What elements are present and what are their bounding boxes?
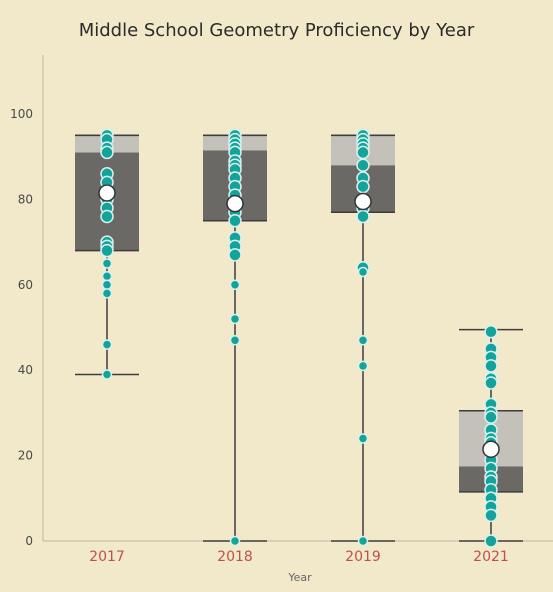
data-point (100, 209, 114, 224)
data-point (101, 339, 113, 350)
data-point (229, 279, 241, 291)
box-2021 (459, 325, 523, 548)
y-tick-label: 20 (18, 449, 33, 463)
data-point (100, 243, 114, 258)
data-point (101, 271, 113, 282)
data-point (101, 369, 113, 380)
data-point (357, 335, 369, 346)
data-point (484, 359, 498, 373)
y-axis-ticks: 0 20 40 60 80 100 (10, 107, 33, 548)
data-point (101, 288, 113, 299)
data-point (357, 360, 369, 372)
y-tick-label: 60 (18, 278, 33, 292)
data-point (357, 535, 369, 547)
mean-marker (354, 192, 372, 211)
data-point (484, 376, 498, 390)
box-2019 (331, 128, 395, 547)
data-point (357, 266, 369, 278)
data-point (356, 145, 370, 160)
data-point (484, 410, 498, 424)
data-point (101, 258, 113, 269)
y-tick-label: 100 (10, 107, 33, 121)
x-tick-label: 2017 (89, 549, 125, 565)
mean-marker (98, 184, 116, 202)
box-2017 (75, 128, 139, 380)
x-axis-ticks: 2017 2018 2019 2021 (89, 549, 509, 565)
x-tick-label: 2019 (345, 549, 381, 565)
data-point (229, 335, 241, 346)
data-point (356, 158, 370, 172)
data-point (484, 508, 498, 523)
y-tick-label: 40 (18, 363, 33, 377)
box-2018 (203, 128, 267, 547)
mean-marker (482, 440, 500, 458)
y-tick-label: 0 (25, 534, 33, 548)
data-point (357, 433, 369, 444)
data-point (356, 179, 370, 194)
x-axis-label: Year (287, 571, 312, 584)
chart-title: Middle School Geometry Proficiency by Ye… (78, 20, 475, 41)
data-point (100, 145, 114, 160)
data-point (101, 279, 113, 291)
y-tick-label: 80 (18, 192, 33, 206)
data-point (356, 209, 370, 224)
mean-marker (226, 194, 244, 213)
boxes (75, 128, 523, 548)
x-tick-label: 2021 (473, 549, 509, 565)
x-tick-label: 2018 (217, 549, 253, 565)
data-point (484, 325, 498, 339)
data-point (229, 535, 241, 547)
data-point (229, 313, 241, 325)
data-point (228, 248, 242, 262)
data-point (228, 214, 242, 228)
data-point (484, 534, 498, 548)
